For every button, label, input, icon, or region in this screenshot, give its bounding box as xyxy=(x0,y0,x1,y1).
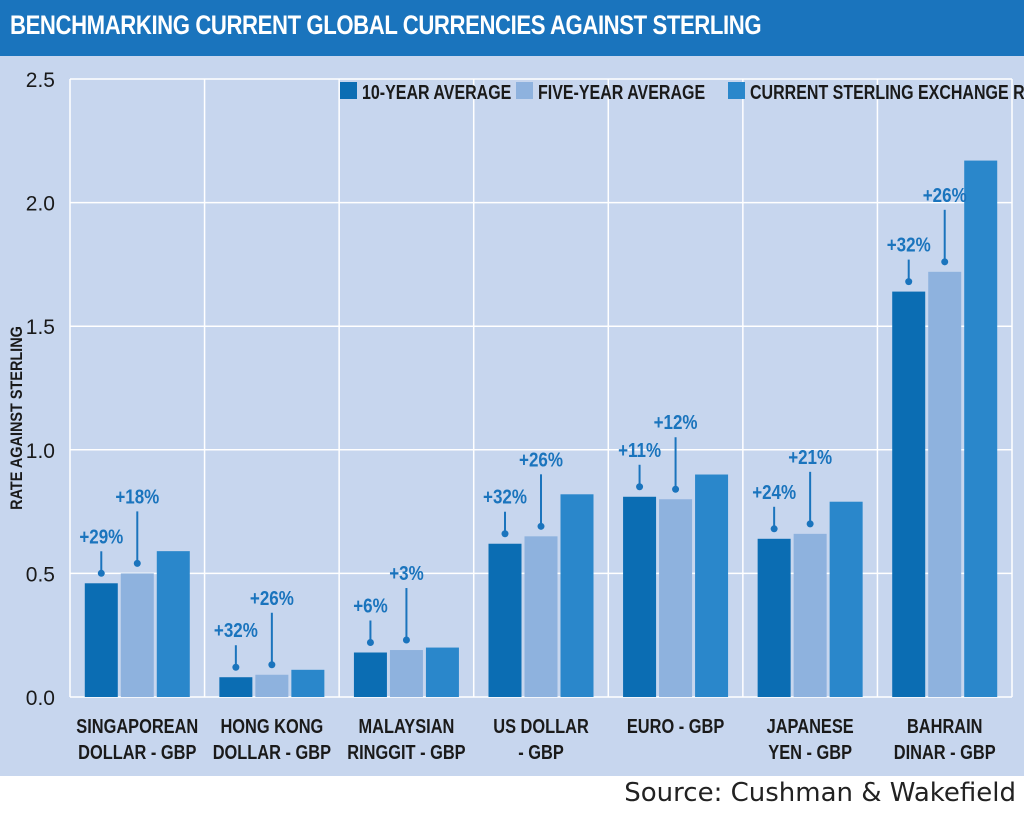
y-tick-label: 0.5 xyxy=(26,563,55,586)
category-label: US DOLLAR xyxy=(493,714,589,737)
annotation-label: +26% xyxy=(519,448,563,471)
source-note: Source: Cushman & Wakefield xyxy=(624,778,1016,808)
category-label: SINGAPOREAN xyxy=(76,714,198,737)
annotation-label: +12% xyxy=(654,411,698,434)
legend: 10-YEAR AVERAGE FIVE-YEAR AVERAGE CURRENT … xyxy=(340,81,1024,103)
category-label: YEN - GBP xyxy=(768,740,852,763)
annotation-label: +18% xyxy=(115,485,159,508)
y-tick-label: 2.0 xyxy=(26,193,55,216)
annotation-label: +26% xyxy=(923,183,967,206)
category-label: BAHRAIN xyxy=(907,714,983,737)
bar-0-2 xyxy=(353,652,387,697)
legend-label: CURRENT STERLING EXCHANGE RATE xyxy=(750,81,1024,103)
annotation-label: +11% xyxy=(618,438,661,461)
y-tick-label: 2.5 xyxy=(26,69,55,92)
category-label: DOLLAR - GBP xyxy=(78,740,196,763)
y-tick-label: 1.5 xyxy=(26,316,55,339)
bar-1-1 xyxy=(255,674,289,697)
annotation-label: +3% xyxy=(389,562,423,585)
bar-1-5 xyxy=(793,533,827,697)
annotation-label: +32% xyxy=(483,485,527,508)
bar-1-4 xyxy=(659,499,693,697)
bar-2-6 xyxy=(964,160,998,697)
bar-0-1 xyxy=(219,677,253,697)
category-label: MALAYSIAN xyxy=(358,714,454,737)
bar-2-5 xyxy=(829,501,863,697)
bar-0-6 xyxy=(892,291,926,697)
bar-1-0 xyxy=(120,573,154,697)
legend-label: 10-YEAR AVERAGE xyxy=(362,81,511,103)
bar-0-5 xyxy=(757,538,791,697)
axis-layer: 0.0 0.5 1.0 1.5 2.0 2.5 RATE AGAINST STERLING S… xyxy=(8,69,996,763)
bar-2-4 xyxy=(695,474,729,697)
category-label: RINGGIT - GBP xyxy=(347,740,465,763)
bar-2-3 xyxy=(560,494,594,697)
annotation-layer: +29% +18% +32% +26% +6%+3% +32% +26% +11% +12% +2… xyxy=(79,183,967,671)
annotation-dot xyxy=(806,520,814,528)
bar-0-0 xyxy=(84,583,118,697)
legend-label: FIVE-YEAR AVERAGE xyxy=(538,81,705,103)
annotation-dot xyxy=(133,559,141,567)
legend-swatch xyxy=(728,82,745,99)
y-axis-label: RATE AGAINST STERLING xyxy=(8,326,26,510)
category-label: EURO - GBP xyxy=(627,714,724,737)
bar-layer xyxy=(84,160,998,697)
category-label: DINAR - GBP xyxy=(894,740,996,763)
y-tick-label: 0.0 xyxy=(26,687,55,710)
title-bar: BENCHMARKING CURRENT GLOBAL CURRENCIES A… xyxy=(0,0,1024,56)
legend-swatch xyxy=(340,82,357,99)
category-label: DOLLAR - GBP xyxy=(213,740,331,763)
legend-swatch xyxy=(516,82,533,99)
bar-1-6 xyxy=(928,271,962,697)
category-label: JAPANESE xyxy=(767,714,854,737)
y-tick-label: 1.0 xyxy=(26,440,55,463)
annotation-label: +26% xyxy=(250,586,294,609)
bar-0-3 xyxy=(488,543,522,697)
annotation-label: +21% xyxy=(788,446,832,469)
annotation-label: +29% xyxy=(79,525,123,548)
category-label: - GBP xyxy=(518,740,564,763)
chart-title: BENCHMARKING CURRENT GLOBAL CURRENCIES A… xyxy=(10,10,762,40)
category-label: HONG KONG xyxy=(220,714,323,737)
bar-0-4 xyxy=(623,496,657,697)
annotation-label: +32% xyxy=(214,619,258,642)
bar-chart: 0.0 0.5 1.0 1.5 2.0 2.5 RATE AGAINST STERLING S… xyxy=(8,69,1024,763)
annotation-label: +24% xyxy=(752,480,796,503)
bar-2-1 xyxy=(291,669,325,697)
bar-2-2 xyxy=(425,647,459,697)
bar-1-2 xyxy=(389,650,423,697)
annotation-label: +32% xyxy=(887,233,931,256)
bar-2-0 xyxy=(156,551,190,697)
annotation-label: +6% xyxy=(353,594,387,617)
bar-1-3 xyxy=(524,536,558,697)
